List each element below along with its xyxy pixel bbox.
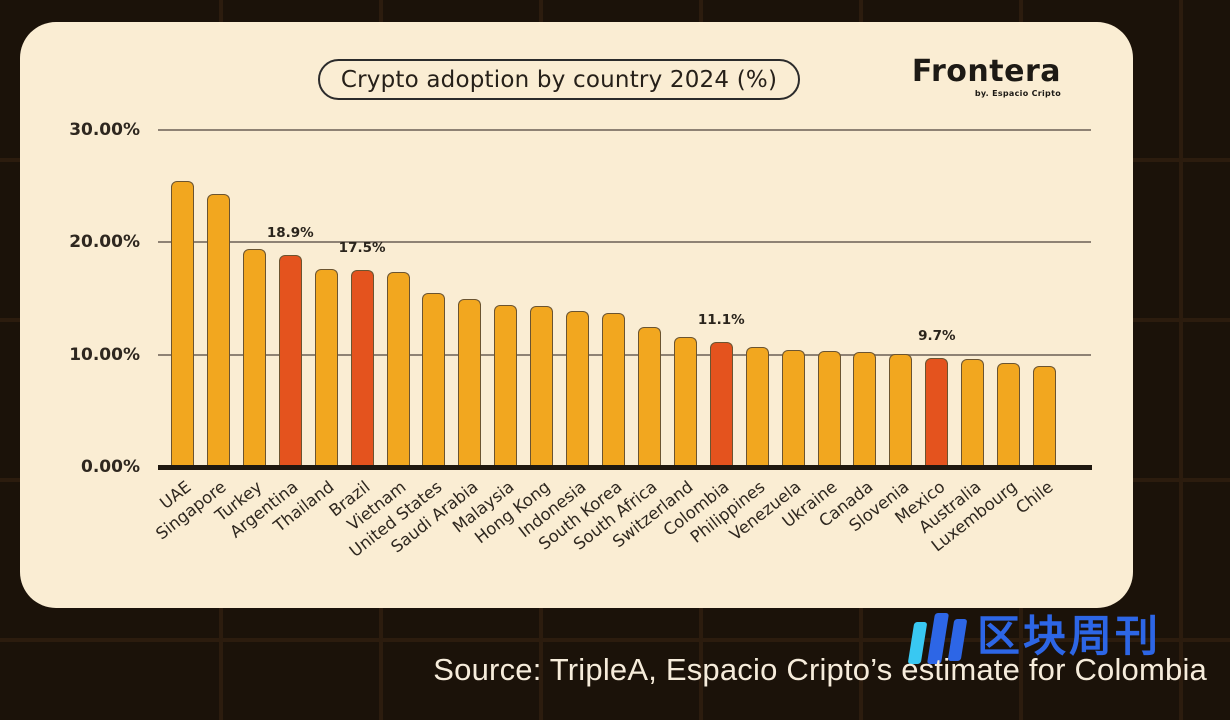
source-attribution: Source: TripleA, Espacio Cripto’s estima… <box>433 652 1207 687</box>
bar-ukraine <box>817 351 841 467</box>
value-label-argentina: 18.9% <box>266 224 314 241</box>
gridline-30 <box>158 129 1091 132</box>
chart-card: Crypto adoption by country 2024 (%) Fron… <box>20 22 1133 608</box>
value-label-brazil: 17.5% <box>338 240 386 257</box>
bar-saudi-arabia <box>458 298 482 467</box>
bar-luxembourg <box>997 362 1021 467</box>
bar-canada <box>853 352 877 467</box>
bar-united-states <box>422 292 446 467</box>
chart-title-pill: Crypto adoption by country 2024 (%) <box>318 59 800 100</box>
y-tick-label: 20.00% <box>69 232 140 253</box>
bar-venezuela <box>781 350 805 467</box>
brand-name: Frontera <box>911 54 1061 89</box>
bar-colombia <box>709 342 733 467</box>
bar-indonesia <box>566 310 590 467</box>
bar-south-africa <box>637 326 661 467</box>
bar-chile <box>1033 365 1057 467</box>
bar-philippines <box>745 346 769 467</box>
bar-thailand <box>314 269 338 467</box>
bar-slovenia <box>889 353 913 467</box>
bar-hong-kong <box>530 306 554 467</box>
bar-singapore <box>206 194 230 467</box>
bar-vietnam <box>386 271 410 467</box>
chart-title: Crypto adoption by country 2024 (%) <box>340 66 778 93</box>
block-weekly-logo: 区块周刊 <box>903 610 1213 666</box>
y-tick-label: 0.00% <box>81 457 140 477</box>
y-tick-label: 10.00% <box>69 344 140 365</box>
bar-brazil <box>350 270 374 467</box>
y-tick-label: 30.00% <box>69 120 140 141</box>
value-label-mexico: 9.7% <box>918 328 956 345</box>
bar-mexico <box>925 358 949 467</box>
value-label-colombia: 11.1% <box>697 312 745 329</box>
bar-uae <box>171 180 194 467</box>
brand-tagline: by. Espacio Cripto <box>974 89 1061 98</box>
bar-argentina <box>278 254 302 467</box>
bar-switzerland <box>673 336 697 467</box>
plot-area: 30.00% 20.00% 10.00% 0.00% UAE Singapore Turke… <box>20 22 1133 608</box>
x-axis-line <box>158 465 1092 470</box>
bar-turkey <box>242 249 266 467</box>
brand-logo: Frontera by. Espacio Cripto <box>911 54 1061 99</box>
block-weekly-logo-text: 区块周刊 <box>977 612 1161 662</box>
gridline-20 <box>158 241 1091 244</box>
bar-south-korea <box>602 313 626 467</box>
bar-australia <box>961 359 985 467</box>
bar-malaysia <box>494 305 518 467</box>
